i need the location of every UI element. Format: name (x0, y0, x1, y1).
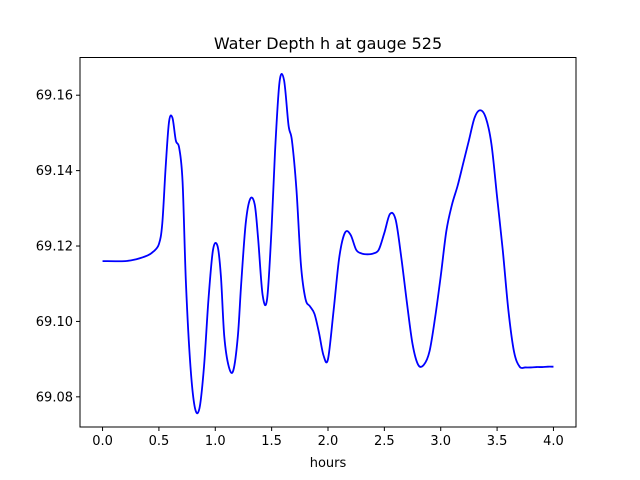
plot-area (102, 72, 554, 415)
x-axis-ticks: 0.0 0.5 1.0 1.5 2.0 2.5 3.0 3.5 4.0 (92, 427, 564, 449)
x-tick-label: 1.0 (205, 434, 226, 449)
x-axis-label: hours (310, 456, 347, 471)
y-tick-label: 69.16 (36, 89, 73, 104)
y-tick-label: 69.10 (36, 315, 73, 330)
y-tick-label: 69.12 (36, 240, 73, 255)
x-tick-label: 0.5 (149, 434, 170, 449)
x-tick-label: 0.0 (92, 434, 113, 449)
y-tick-label: 69.14 (36, 164, 73, 179)
plot-frame (79, 57, 577, 428)
y-tick-label: 69.08 (36, 390, 73, 405)
y-axis-ticks: 69.08 69.10 69.12 69.14 69.16 (36, 89, 80, 405)
x-tick-label: 3.0 (430, 434, 451, 449)
series-line (102, 72, 554, 415)
x-tick-label: 4.0 (543, 434, 564, 449)
x-tick-label: 2.0 (318, 434, 339, 449)
chart-title: Water Depth h at gauge 525 (214, 34, 442, 53)
x-tick-label: 1.5 (261, 434, 282, 449)
x-tick-label: 3.5 (487, 434, 508, 449)
x-tick-label: 2.5 (374, 434, 395, 449)
